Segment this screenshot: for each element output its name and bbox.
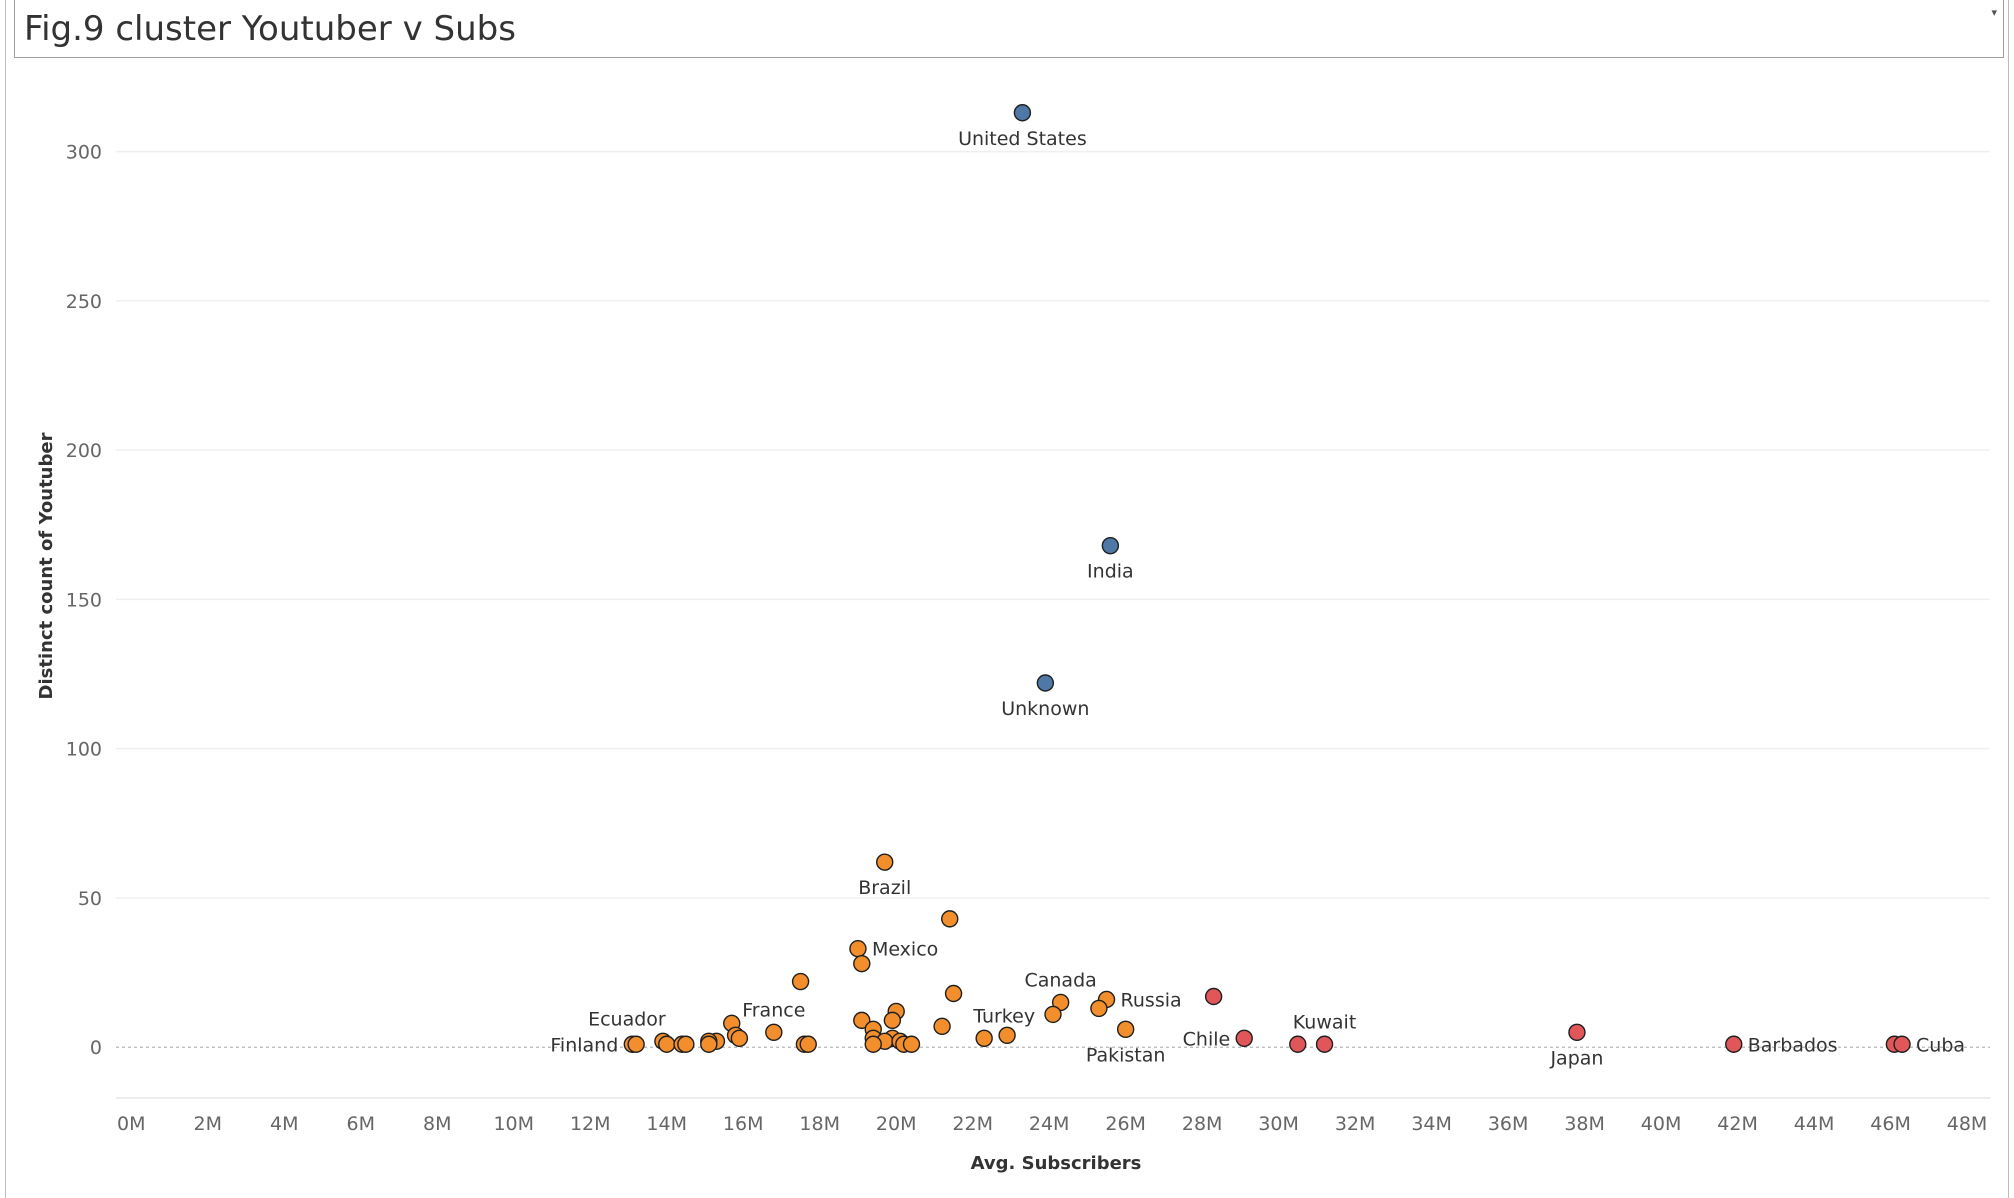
data-label: Pakistan <box>1086 1044 1166 1066</box>
y-tick-label: 100 <box>66 739 102 761</box>
data-point[interactable] <box>1204 987 1223 1006</box>
x-tick-label: 44M <box>1794 1113 1835 1135</box>
data-point[interactable] <box>1893 1035 1911 1053</box>
axes: Avg. Subscribers Distinct count of Youtu… <box>36 142 1990 1174</box>
data-point[interactable] <box>658 1035 676 1053</box>
data-point[interactable] <box>1289 1035 1307 1053</box>
x-tick-label: 46M <box>1870 1113 1911 1135</box>
x-tick-label: 48M <box>1947 1113 1988 1135</box>
data-label: Ecuador <box>588 1008 666 1030</box>
data-point[interactable] <box>799 1035 817 1053</box>
data-point[interactable] <box>791 972 810 991</box>
data-label: United States <box>958 128 1087 150</box>
data-point[interactable] <box>1044 1005 1062 1024</box>
data-label: India <box>1087 561 1134 583</box>
data-label: Japan <box>1549 1047 1603 1069</box>
x-tick-label: 30M <box>1258 1113 1299 1135</box>
data-label: Turkey <box>972 1005 1035 1027</box>
data-point[interactable] <box>765 1023 783 1042</box>
data-point[interactable] <box>902 1035 921 1053</box>
x-tick-label: 6M <box>347 1113 375 1135</box>
data-point[interactable] <box>853 954 871 973</box>
x-tick-label: 8M <box>423 1113 451 1135</box>
x-tick-label: 12M <box>570 1113 611 1135</box>
data-point[interactable] <box>1235 1029 1253 1047</box>
x-tick-label: 34M <box>1411 1113 1452 1135</box>
data-label: France <box>742 999 805 1021</box>
data-point[interactable] <box>1116 1020 1135 1039</box>
y-axis-title: Distinct count of Youtuber <box>36 432 57 699</box>
y-tick-label: 300 <box>66 142 102 164</box>
data-points <box>623 104 1911 1053</box>
data-label: Chile <box>1183 1028 1231 1050</box>
data-point[interactable] <box>627 1035 645 1053</box>
x-tick-label: 18M <box>799 1113 840 1135</box>
data-point[interactable] <box>730 1029 749 1047</box>
title-dropdown[interactable]: Fig.9 cluster Youtuber v Subs ▾ <box>14 0 2004 58</box>
data-label: Cuba <box>1916 1034 1965 1056</box>
data-label: Mexico <box>872 939 938 961</box>
data-point[interactable] <box>1101 536 1120 555</box>
data-point[interactable] <box>883 1011 902 1030</box>
data-point[interactable] <box>944 984 963 1003</box>
data-label: Canada <box>1024 969 1096 991</box>
x-tick-label: 14M <box>646 1113 687 1135</box>
x-tick-label: 10M <box>493 1113 534 1135</box>
x-tick-label: 28M <box>1182 1113 1223 1135</box>
chart-title: Fig.9 cluster Youtuber v Subs <box>24 9 516 49</box>
y-tick-label: 50 <box>78 888 102 910</box>
x-tick-label: 4M <box>270 1113 298 1135</box>
x-tick-label: 26M <box>1105 1113 1146 1135</box>
x-tick-label: 22M <box>952 1113 993 1135</box>
x-tick-label: 32M <box>1335 1113 1376 1135</box>
data-label: Unknown <box>1001 698 1089 720</box>
data-point[interactable] <box>876 853 894 871</box>
data-point[interactable] <box>849 940 867 958</box>
data-label: Kuwait <box>1293 1011 1356 1033</box>
y-tick-label: 150 <box>66 589 102 611</box>
data-point[interactable] <box>853 1011 871 1030</box>
data-point[interactable] <box>1090 999 1108 1018</box>
x-tick-label: 36M <box>1488 1113 1529 1135</box>
x-tick-label: 2M <box>194 1113 222 1135</box>
y-tick-label: 250 <box>66 291 102 313</box>
x-axis-title: Avg. Subscribers <box>971 1153 1142 1174</box>
data-point[interactable] <box>1725 1035 1743 1053</box>
y-tick-label: 200 <box>66 440 102 462</box>
data-point[interactable] <box>1036 674 1055 692</box>
x-tick-label: 40M <box>1641 1113 1682 1135</box>
data-point[interactable] <box>1013 104 1032 122</box>
data-point[interactable] <box>975 1029 993 1047</box>
x-tick-label: 20M <box>876 1113 917 1135</box>
x-tick-label: 0M <box>117 1113 145 1135</box>
data-point[interactable] <box>933 1017 951 1036</box>
x-tick-label: 16M <box>723 1113 764 1135</box>
data-point[interactable] <box>1568 1023 1586 1042</box>
data-point[interactable] <box>700 1035 718 1053</box>
chart-frame <box>5 0 2009 1198</box>
data-point[interactable] <box>1315 1035 1334 1053</box>
data-point[interactable] <box>941 910 959 928</box>
data-point[interactable] <box>998 1026 1016 1045</box>
data-label: Barbados <box>1748 1034 1838 1056</box>
data-labels: United States India Unknown Brazil Mexico Can… <box>550 128 1965 1070</box>
x-tick-label: 24M <box>1029 1113 1070 1135</box>
data-label: Brazil <box>858 877 911 899</box>
data-label: Finland <box>550 1034 618 1056</box>
data-point[interactable] <box>677 1035 695 1053</box>
data-point[interactable] <box>864 1035 882 1053</box>
x-tick-label: 38M <box>1564 1113 1605 1135</box>
gridlines <box>116 150 1990 1048</box>
x-tick-label: 42M <box>1717 1113 1758 1135</box>
chevron-down-icon[interactable]: ▾ <box>1991 6 1997 19</box>
data-label: Russia <box>1121 989 1182 1011</box>
y-tick-label: 0 <box>90 1037 102 1059</box>
